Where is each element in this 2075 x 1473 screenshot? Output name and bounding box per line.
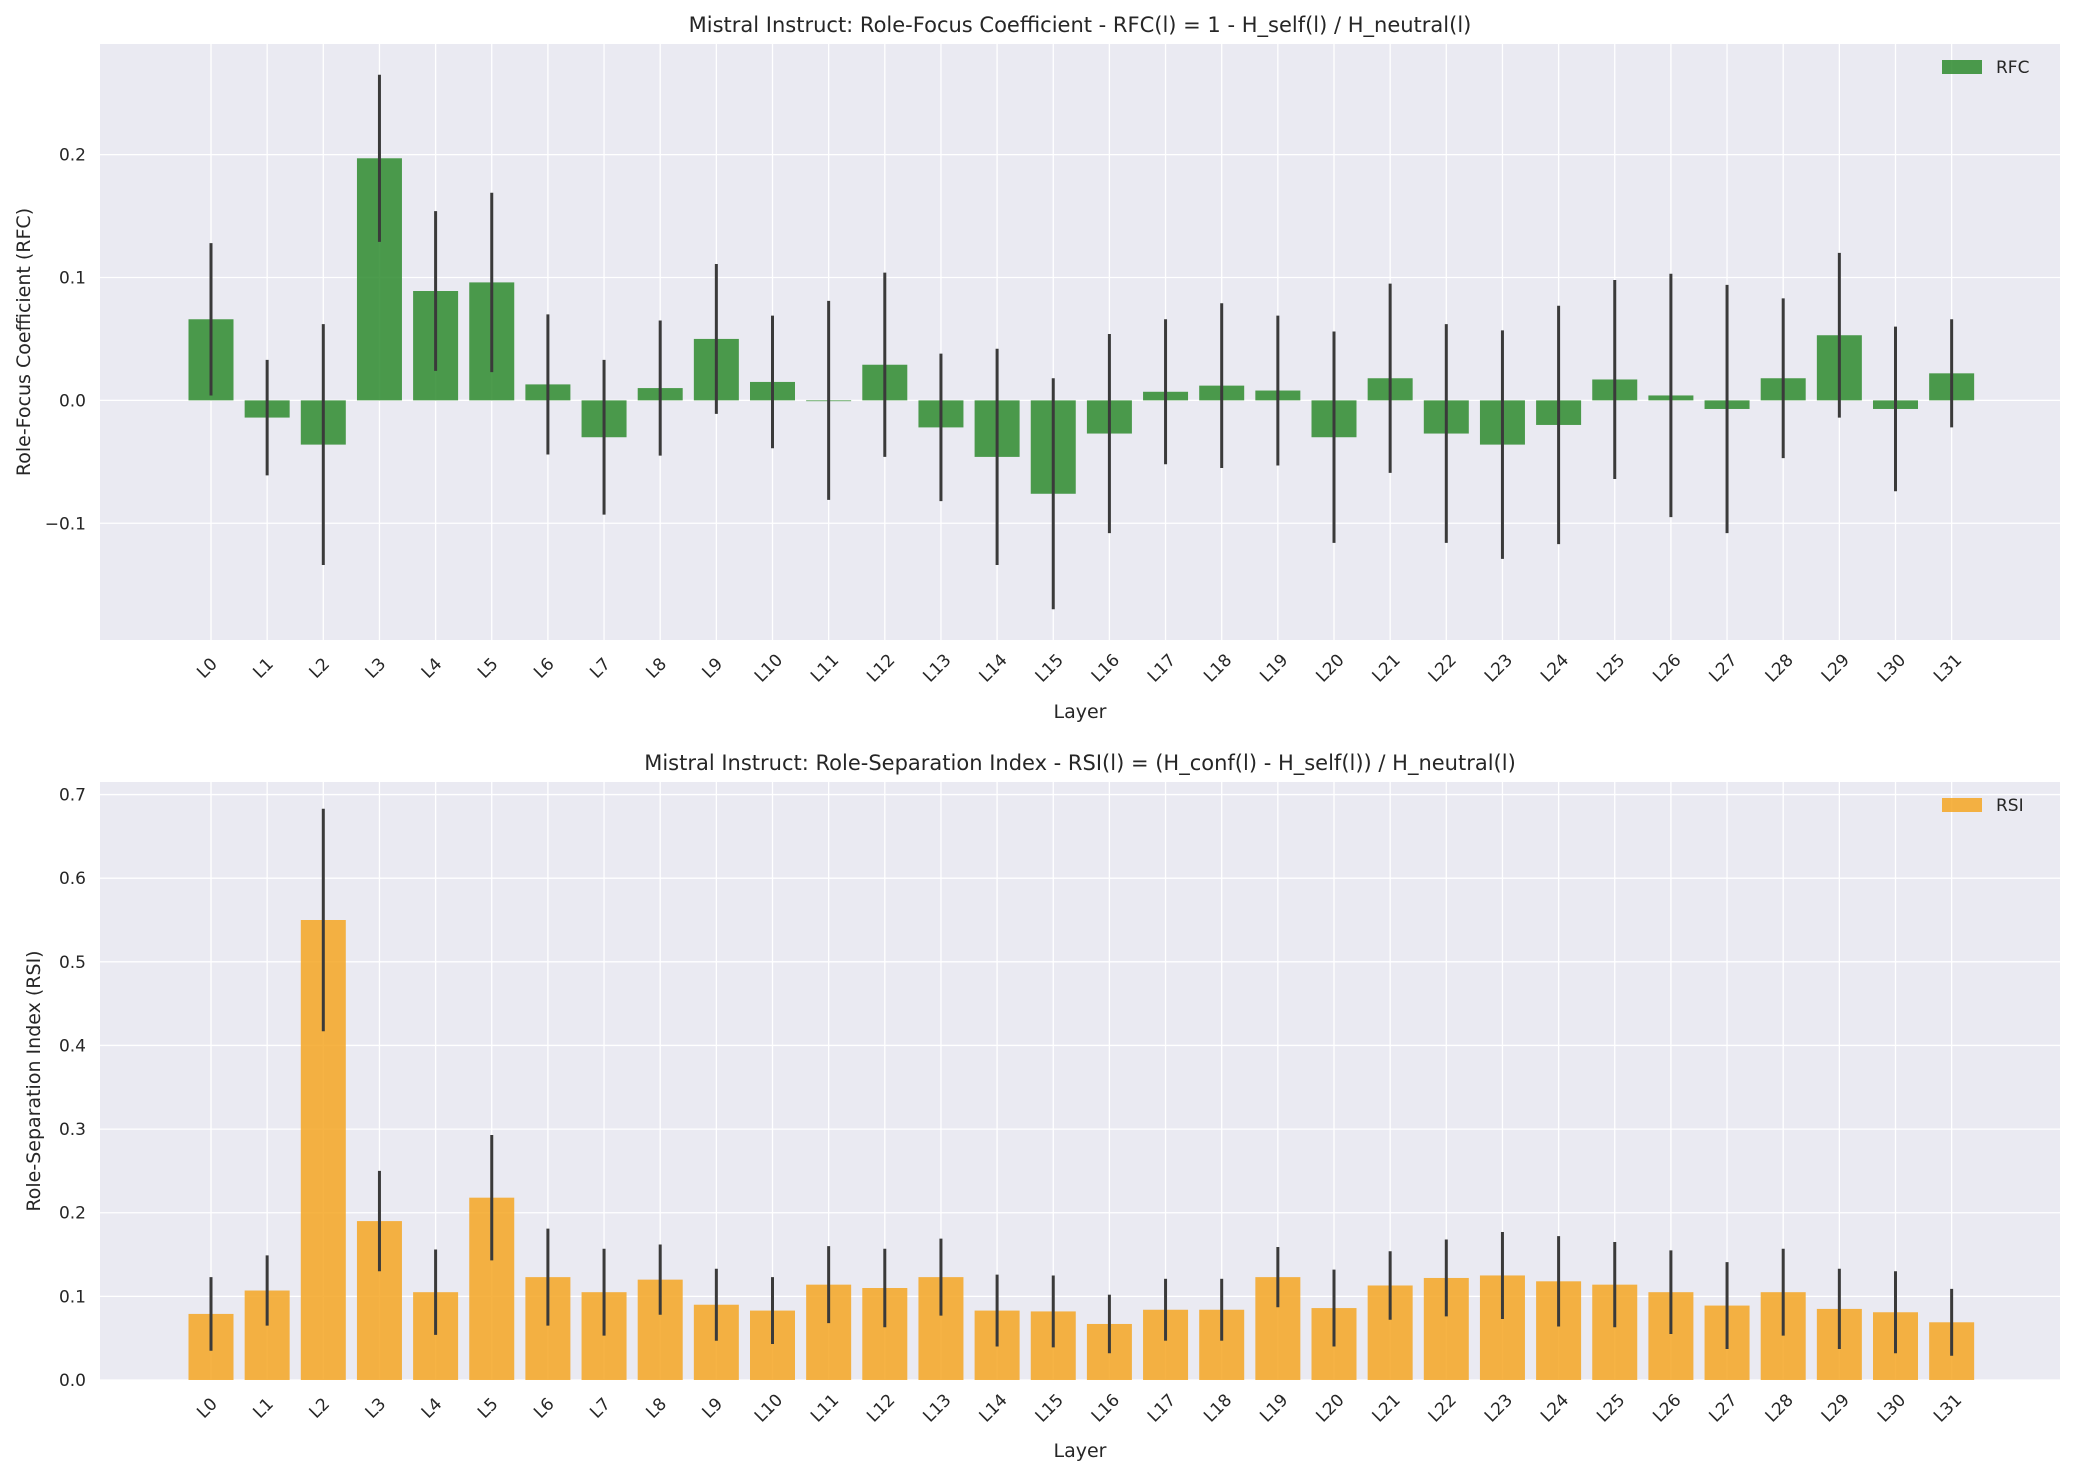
rfc-y-tick-label: 0.0 <box>59 391 86 411</box>
rfc-y-tick-label: −0.1 <box>45 514 86 534</box>
rfc-chart-title: Mistral Instruct: Role-Focus Coefficient… <box>689 13 1472 38</box>
rsi-plot-area <box>100 782 2060 1380</box>
rsi-y-tick-label: 0.2 <box>59 1204 86 1224</box>
rsi-y-tick-label: 0.1 <box>59 1287 86 1307</box>
rfc-x-axis-label: Layer <box>1054 701 1107 723</box>
rsi-chart: 0.00.10.20.30.40.50.60.7 L0 L1 L2 L3 L4 L5 L6 L… <box>23 751 2060 1462</box>
rsi-y-tick-label: 0.4 <box>59 1036 86 1056</box>
rfc-legend: RFC <box>1942 58 2029 78</box>
rsi-chart-title: Mistral Instruct: Role-Separation Index … <box>644 751 1516 776</box>
rsi-legend-swatch <box>1942 798 1982 812</box>
rsi-y-tick-label: 0.3 <box>59 1120 86 1140</box>
rsi-x-axis-label: Layer <box>1054 1440 1107 1462</box>
rsi-y-tick-label: 0.5 <box>59 953 86 973</box>
rfc-y-axis-label: Role-Focus Coefficient (RFC) <box>13 208 35 476</box>
rsi-y-tick-label: 0.7 <box>59 786 86 806</box>
rsi-y-tick-label: 0.0 <box>59 1371 86 1391</box>
rsi-legend-label: RSI <box>1996 796 2024 816</box>
rsi-y-ticks: 0.0 0.1 0.2 0.3 0.4 0.5 0.6 0.7 <box>59 786 86 1391</box>
rfc-error-bars <box>209 74 1954 610</box>
rsi-error-bars <box>209 808 1954 1356</box>
rfc-y-tick-label: 0.2 <box>59 146 86 166</box>
rfc-y-tick-label: 0.1 <box>59 268 86 288</box>
rsi-y-axis-label: Role-Separation Index (RSI) <box>23 950 45 1211</box>
rfc-y-ticks: −0.1 0.0 0.1 0.2 <box>45 146 86 535</box>
rfc-chart: −0.10.00.10.2 L0 L1 L2 L3 L4 L5 L6 L7 L8 L9 L10 L11… <box>13 13 2060 723</box>
rfc-legend-swatch <box>1942 60 1982 74</box>
rfc-legend-label: RFC <box>1996 58 2029 78</box>
rsi-y-tick-label: 0.6 <box>59 869 86 889</box>
rsi-legend: RSI <box>1942 796 2024 816</box>
